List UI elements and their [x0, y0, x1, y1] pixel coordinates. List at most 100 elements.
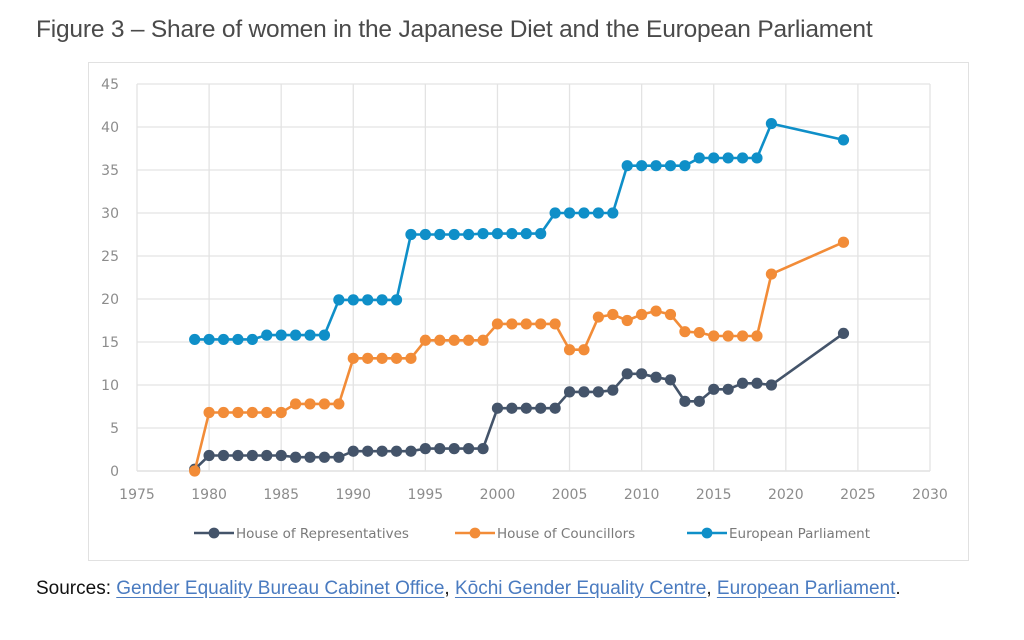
data-point [636, 368, 648, 380]
data-point [304, 329, 316, 341]
series-house-of-councillors [189, 236, 850, 477]
source-link-kochi-centre[interactable]: Kōchi Gender Equality Centre [454, 578, 707, 599]
data-point [376, 445, 388, 457]
data-point [203, 333, 215, 346]
data-point [290, 398, 302, 410]
series-european-parliament [189, 117, 850, 346]
data-point [217, 449, 230, 462]
sources-line: Sources: Gender Equality Bureau Cabinet … [36, 578, 901, 600]
x-tick-label: 2025 [840, 487, 876, 503]
x-tick-label: 2005 [552, 487, 588, 503]
x-tick-label: 2030 [912, 487, 948, 503]
data-point [232, 449, 244, 462]
data-point [434, 443, 446, 455]
data-point [650, 160, 662, 172]
legend-marker [469, 527, 481, 539]
y-tick-label: 30 [101, 206, 119, 222]
data-point [679, 160, 691, 172]
data-point [621, 368, 633, 380]
data-point [477, 334, 489, 346]
data-point [318, 451, 331, 463]
x-tick-label: 1975 [119, 487, 155, 503]
data-point [275, 329, 287, 341]
data-point [736, 377, 749, 389]
data-point [275, 449, 287, 462]
figure-title: Figure 3 – Share of women in the Japanes… [36, 16, 873, 43]
series-group [189, 117, 850, 477]
data-point [448, 228, 460, 241]
data-point [607, 207, 619, 219]
data-point [520, 402, 532, 414]
data-point [189, 333, 201, 346]
chart-container [88, 62, 969, 561]
data-point [290, 329, 302, 341]
data-point [621, 160, 633, 172]
data-point [419, 228, 431, 241]
data-point [275, 406, 287, 419]
data-point [592, 386, 604, 398]
data-point [664, 374, 677, 386]
data-point [765, 379, 778, 391]
data-point [607, 308, 619, 321]
y-tick-label: 5 [110, 421, 119, 437]
data-point [765, 268, 778, 280]
y-tick-label: 10 [101, 378, 119, 394]
data-point [217, 406, 230, 419]
data-point [578, 386, 590, 398]
data-point [405, 352, 417, 364]
data-point [390, 352, 403, 364]
data-point [563, 386, 576, 398]
x-tick-label: 1980 [191, 487, 227, 503]
x-tick-label: 1985 [263, 487, 299, 503]
data-point [650, 305, 662, 317]
data-point [261, 449, 273, 462]
sources-suffix: . [895, 578, 901, 599]
data-point [736, 330, 749, 342]
legend-marker [701, 527, 713, 539]
x-tick-label: 2015 [696, 487, 732, 503]
data-point [246, 449, 258, 462]
data-point [304, 451, 316, 463]
data-point [636, 160, 648, 172]
data-point [390, 445, 403, 457]
sources-separator: , [706, 578, 717, 599]
data-point [304, 398, 316, 410]
data-point [708, 383, 720, 395]
source-link-european-parliament[interactable]: European Parliament [716, 578, 896, 599]
data-point [621, 314, 633, 327]
data-point [463, 334, 475, 346]
data-point [217, 333, 230, 346]
data-point [333, 451, 345, 463]
x-tick-label: 2000 [480, 487, 516, 503]
x-tick-label: 1995 [408, 487, 444, 503]
data-point [751, 152, 763, 164]
data-point [837, 236, 850, 248]
data-point [376, 352, 388, 364]
data-point [765, 117, 778, 130]
x-tick-label: 2010 [624, 487, 660, 503]
series-house-of-representatives [189, 327, 850, 475]
data-point [549, 207, 561, 219]
data-point [664, 160, 677, 172]
data-point [491, 318, 504, 330]
data-point [722, 383, 734, 395]
data-point [333, 294, 345, 306]
y-tick-label: 45 [101, 77, 119, 93]
data-point [491, 402, 504, 414]
y-tick-label: 35 [101, 163, 119, 179]
data-point [535, 228, 547, 240]
source-link-gender-equality-bureau[interactable]: Gender Equality Bureau Cabinet Office [116, 578, 445, 599]
data-point [837, 327, 850, 339]
data-point [837, 134, 850, 146]
data-point [751, 377, 763, 389]
data-point [607, 384, 619, 396]
data-point [448, 443, 460, 455]
data-point [592, 311, 604, 323]
data-point [261, 406, 273, 419]
data-point [722, 152, 734, 164]
data-point [347, 445, 359, 457]
x-axis-ticks: 1975 1980 1985 1990 1995 2000 2005 2010 2015 2020… [119, 487, 948, 503]
data-point [232, 333, 244, 346]
sources-separator: , [444, 578, 455, 599]
